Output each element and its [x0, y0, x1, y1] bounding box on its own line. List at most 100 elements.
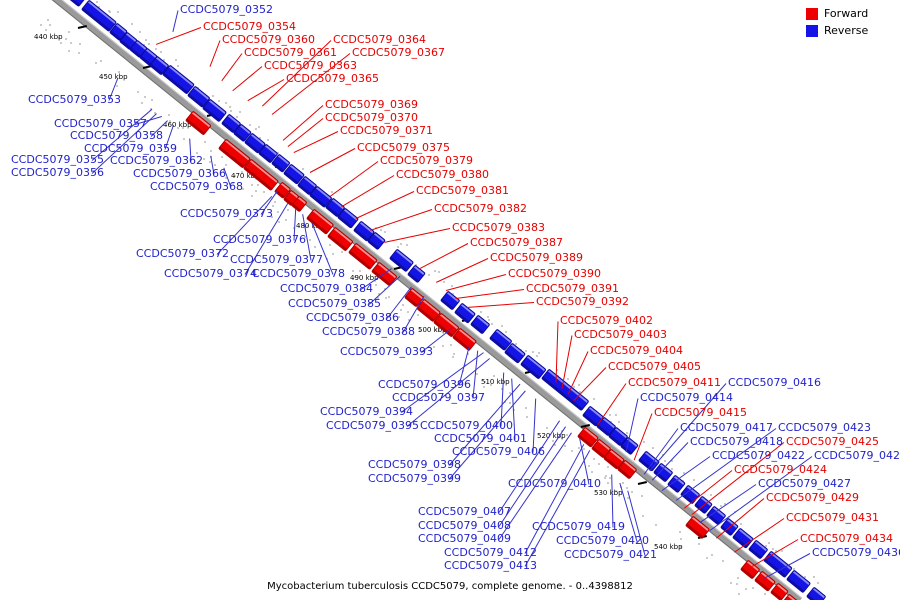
gene-label[interactable]: CCDC5079_0406 — [452, 445, 546, 458]
gene-label[interactable]: CCDC5079_0407 — [418, 505, 512, 518]
gene-label[interactable]: CCDC5079_0414 — [640, 391, 734, 404]
gene-label[interactable]: CCDC5079_0357 — [54, 117, 148, 130]
gene-label[interactable]: CCDC5079_0359 — [84, 142, 178, 155]
gene-label[interactable]: CCDC5079_0412 — [444, 546, 538, 559]
gene-label[interactable]: CCDC5079_0421 — [564, 548, 658, 561]
background-speck — [538, 352, 541, 355]
gene-label[interactable]: CCDC5079_0404 — [590, 344, 684, 357]
gene-label[interactable]: CCDC5079_0395 — [326, 419, 420, 432]
background-speck — [603, 477, 606, 480]
gene-label[interactable]: CCDC5079_0369 — [325, 98, 419, 111]
gene-label[interactable]: CCDC5079_0403 — [574, 328, 668, 341]
gene-label[interactable]: CCDC5079_0423 — [778, 421, 872, 434]
gene-label[interactable]: CCDC5079_0379 — [380, 154, 474, 167]
gene-label[interactable]: CCDC5079_0398 — [368, 458, 462, 471]
background-speck — [151, 99, 154, 102]
gene-label[interactable]: CCDC5079_0373 — [180, 207, 274, 220]
gene-label[interactable]: CCDC5079_0428 — [814, 449, 900, 462]
gene-label[interactable]: CCDC5079_0381 — [416, 184, 510, 197]
gene-label[interactable]: CCDC5079_0399 — [368, 472, 462, 485]
gene-label[interactable]: CCDC5079_0367 — [352, 46, 446, 59]
gene-label[interactable]: CCDC5079_0393 — [340, 345, 434, 358]
gene-label[interactable]: CCDC5079_0355 — [11, 153, 105, 166]
gene-label[interactable]: CCDC5079_0378 — [252, 267, 346, 280]
gene-label[interactable]: CCDC5079_0361 — [244, 46, 338, 59]
background-speck — [400, 242, 403, 245]
gene-label[interactable]: CCDC5079_0413 — [444, 559, 538, 572]
gene-label[interactable]: CCDC5079_0370 — [325, 111, 419, 124]
gene-label[interactable]: CCDC5079_0415 — [654, 406, 748, 419]
gene-label[interactable]: CCDC5079_0354 — [203, 20, 297, 33]
gene-label[interactable]: CCDC5079_0401 — [434, 432, 528, 445]
background-speck — [214, 164, 217, 167]
gene-label[interactable]: CCDC5079_0380 — [396, 168, 490, 181]
background-speck — [630, 491, 633, 494]
background-speck — [738, 593, 741, 596]
gene-label[interactable]: CCDC5079_0390 — [508, 267, 602, 280]
gene-label[interactable]: CCDC5079_0368 — [150, 180, 244, 193]
background-speck — [441, 345, 444, 348]
gene-label[interactable]: CCDC5079_0410 — [508, 477, 602, 490]
gene-label[interactable]: CCDC5079_0383 — [452, 221, 546, 234]
gene-label[interactable]: CCDC5079_0389 — [490, 251, 584, 264]
gene-label[interactable]: CCDC5079_0374 — [164, 267, 258, 280]
gene-label[interactable]: CCDC5079_0411 — [628, 376, 722, 389]
gene-label[interactable]: CCDC5079_0400 — [420, 419, 514, 432]
gene-label[interactable]: CCDC5079_0405 — [608, 360, 702, 373]
gene-label[interactable]: CCDC5079_0386 — [306, 311, 400, 324]
gene-label[interactable]: CCDC5079_0382 — [434, 202, 528, 215]
gene-label-leader-line — [309, 148, 356, 173]
gene-label[interactable]: CCDC5079_0436 — [812, 546, 900, 559]
gene-label[interactable]: CCDC5079_0417 — [680, 421, 774, 434]
gene-label[interactable]: CCDC5079_0425 — [786, 435, 880, 448]
gene-label[interactable]: CCDC5079_0388 — [322, 325, 416, 338]
background-speck — [780, 549, 783, 552]
gene-label[interactable]: CCDC5079_0362 — [110, 154, 204, 167]
gene-label[interactable]: CCDC5079_0387 — [470, 236, 564, 249]
gene-label[interactable]: CCDC5079_0392 — [536, 295, 630, 308]
gene-label[interactable]: CCDC5079_0356 — [11, 166, 105, 179]
gene-label[interactable]: CCDC5079_0365 — [286, 72, 380, 85]
gene-label[interactable]: CCDC5079_0434 — [800, 532, 894, 545]
gene-label[interactable]: CCDC5079_0366 — [133, 167, 227, 180]
background-speck — [772, 547, 775, 550]
background-speck — [764, 593, 767, 596]
gene-label[interactable]: CCDC5079_0375 — [357, 141, 451, 154]
gene-label[interactable]: CCDC5079_0394 — [320, 405, 414, 418]
background-speck — [258, 126, 261, 129]
gene-label[interactable]: CCDC5079_0418 — [690, 435, 784, 448]
gene-label[interactable]: CCDC5079_0408 — [418, 519, 512, 532]
gene-label[interactable]: CCDC5079_0371 — [340, 124, 434, 137]
gene-label[interactable]: CCDC5079_0353 — [28, 93, 122, 106]
gene-label[interactable]: CCDC5079_0376 — [213, 233, 307, 246]
gene-label[interactable]: CCDC5079_0424 — [734, 463, 828, 476]
gene-label[interactable]: CCDC5079_0396 — [378, 378, 472, 391]
gene-label[interactable]: CCDC5079_0363 — [264, 59, 358, 72]
gene-label[interactable]: CCDC5079_0364 — [333, 33, 427, 46]
gene-label[interactable]: CCDC5079_0429 — [766, 491, 860, 504]
gene-label[interactable]: CCDC5079_0360 — [222, 33, 316, 46]
gene-label[interactable]: CCDC5079_0409 — [418, 532, 512, 545]
gene-label[interactable]: CCDC5079_0385 — [288, 297, 382, 310]
background-speck — [209, 149, 212, 152]
background-speck — [95, 62, 98, 65]
gene-label[interactable]: CCDC5079_0358 — [70, 129, 164, 142]
gene-label[interactable]: CCDC5079_0419 — [532, 520, 626, 533]
background-speck — [531, 350, 534, 353]
gene-label[interactable]: CCDC5079_0416 — [728, 376, 822, 389]
legend-swatch-rev-icon — [806, 24, 818, 37]
gene-label[interactable]: CCDC5079_0422 — [712, 449, 806, 462]
gene-label[interactable]: CCDC5079_0352 — [180, 3, 274, 16]
gene-label[interactable]: CCDC5079_0391 — [526, 282, 620, 295]
gene-label[interactable]: CCDC5079_0372 — [136, 247, 230, 260]
background-speck — [736, 582, 739, 585]
gene-label[interactable]: CCDC5079_0427 — [758, 477, 852, 490]
background-speck — [341, 251, 344, 254]
gene-label[interactable]: CCDC5079_0420 — [556, 534, 650, 547]
background-speck — [79, 42, 82, 45]
gene-label[interactable]: CCDC5079_0402 — [560, 314, 654, 327]
gene-label[interactable]: CCDC5079_0397 — [392, 391, 486, 404]
gene-label[interactable]: CCDC5079_0431 — [786, 511, 880, 524]
gene-label[interactable]: CCDC5079_0377 — [230, 253, 324, 266]
gene-label[interactable]: CCDC5079_0384 — [280, 282, 374, 295]
